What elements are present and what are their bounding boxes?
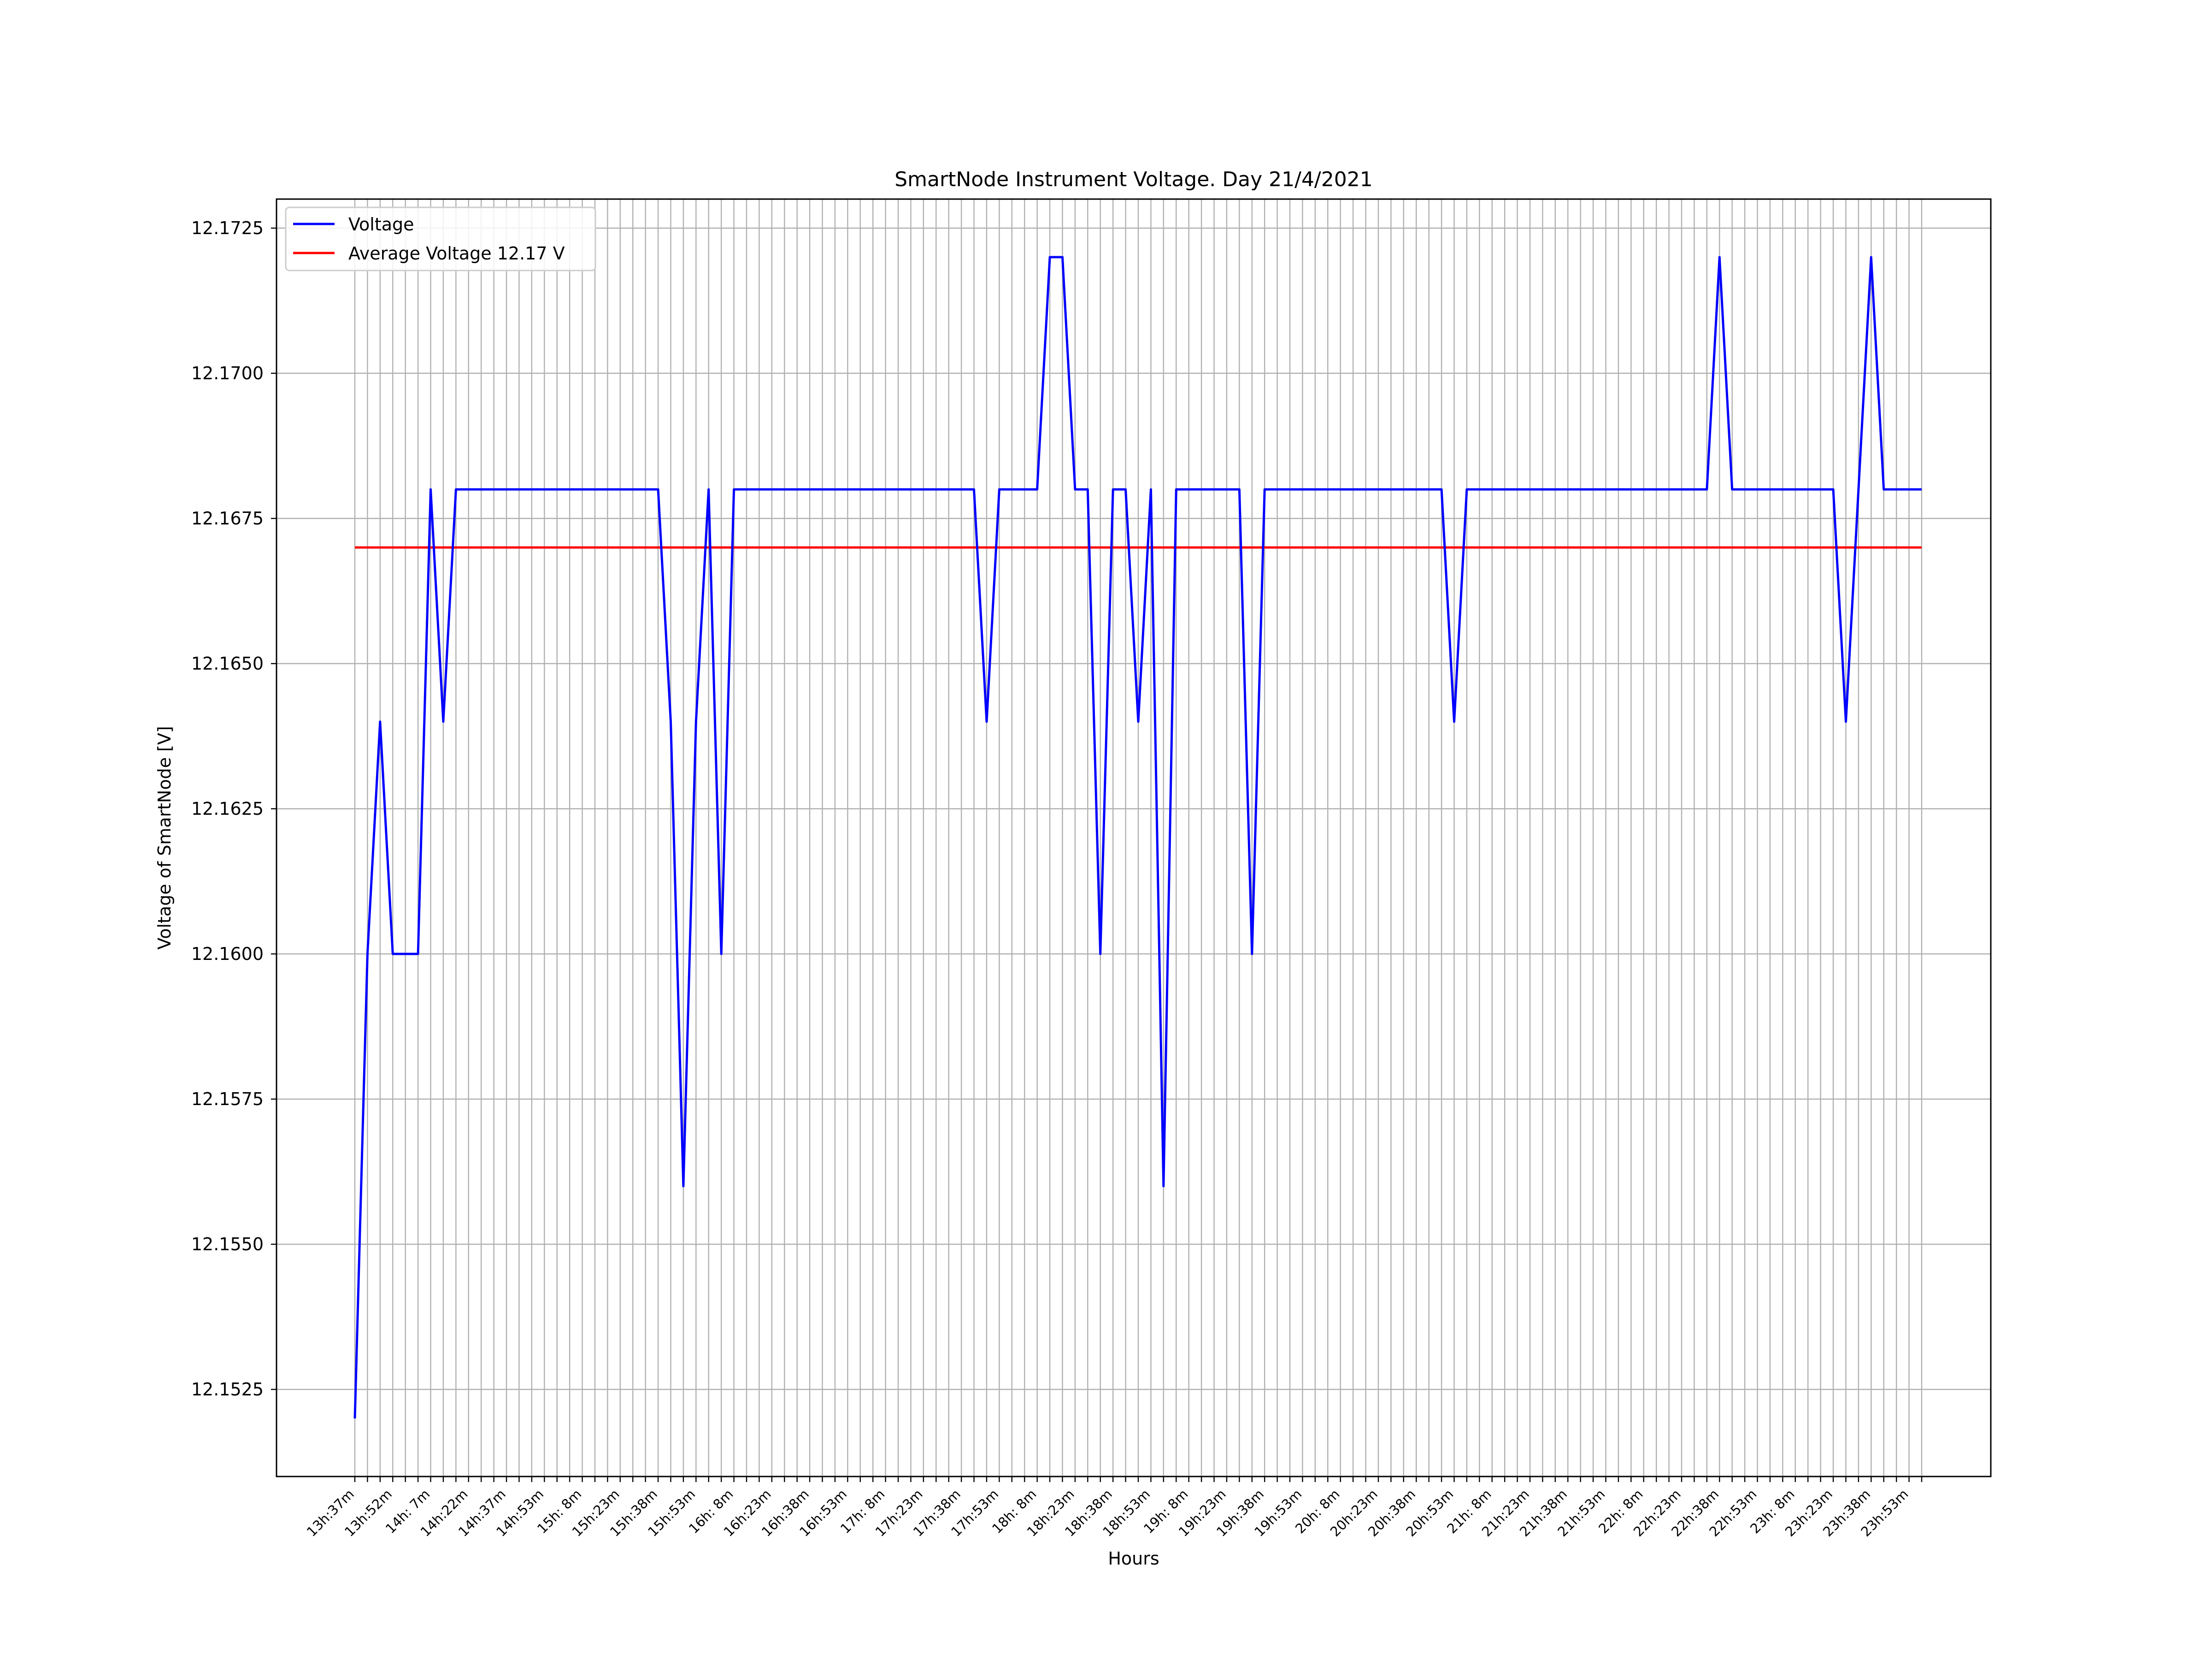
y-axis-label: Voltage of SmartNode [V] <box>154 726 175 949</box>
y-tick-label: 12.1525 <box>191 1379 264 1400</box>
y-tick-label: 12.1650 <box>191 653 264 674</box>
y-ticks: 12.1525 12.1550 12.1575 12.1600 12.1625 12.16… <box>191 218 276 1400</box>
plot-frame <box>276 198 1992 1477</box>
y-tick-label: 12.1700 <box>191 363 264 383</box>
y-tick-label: 12.1675 <box>191 508 264 529</box>
legend: Voltage Average Voltage 12.17 V <box>285 206 596 271</box>
y-tick-label: 12.1575 <box>191 1089 264 1109</box>
legend-label-average: Average Voltage 12.17 V <box>348 243 565 264</box>
chart-title: SmartNode Instrument Voltage. Day 21/4/2… <box>894 168 1372 191</box>
x-grid <box>354 199 1923 1477</box>
y-grid <box>276 227 1991 1390</box>
series-layer <box>353 256 1922 1419</box>
legend-box <box>285 206 596 271</box>
y-tick-label: 12.1550 <box>191 1234 264 1254</box>
y-tick-label: 12.1625 <box>191 799 264 819</box>
legend-label-voltage: Voltage <box>348 214 414 235</box>
y-tick-label: 12.1725 <box>191 218 264 238</box>
plot-background <box>276 199 1991 1477</box>
y-tick-label: 12.1600 <box>191 944 264 964</box>
x-axis-label: Hours <box>1108 1548 1159 1569</box>
voltage-line <box>353 256 1922 1419</box>
